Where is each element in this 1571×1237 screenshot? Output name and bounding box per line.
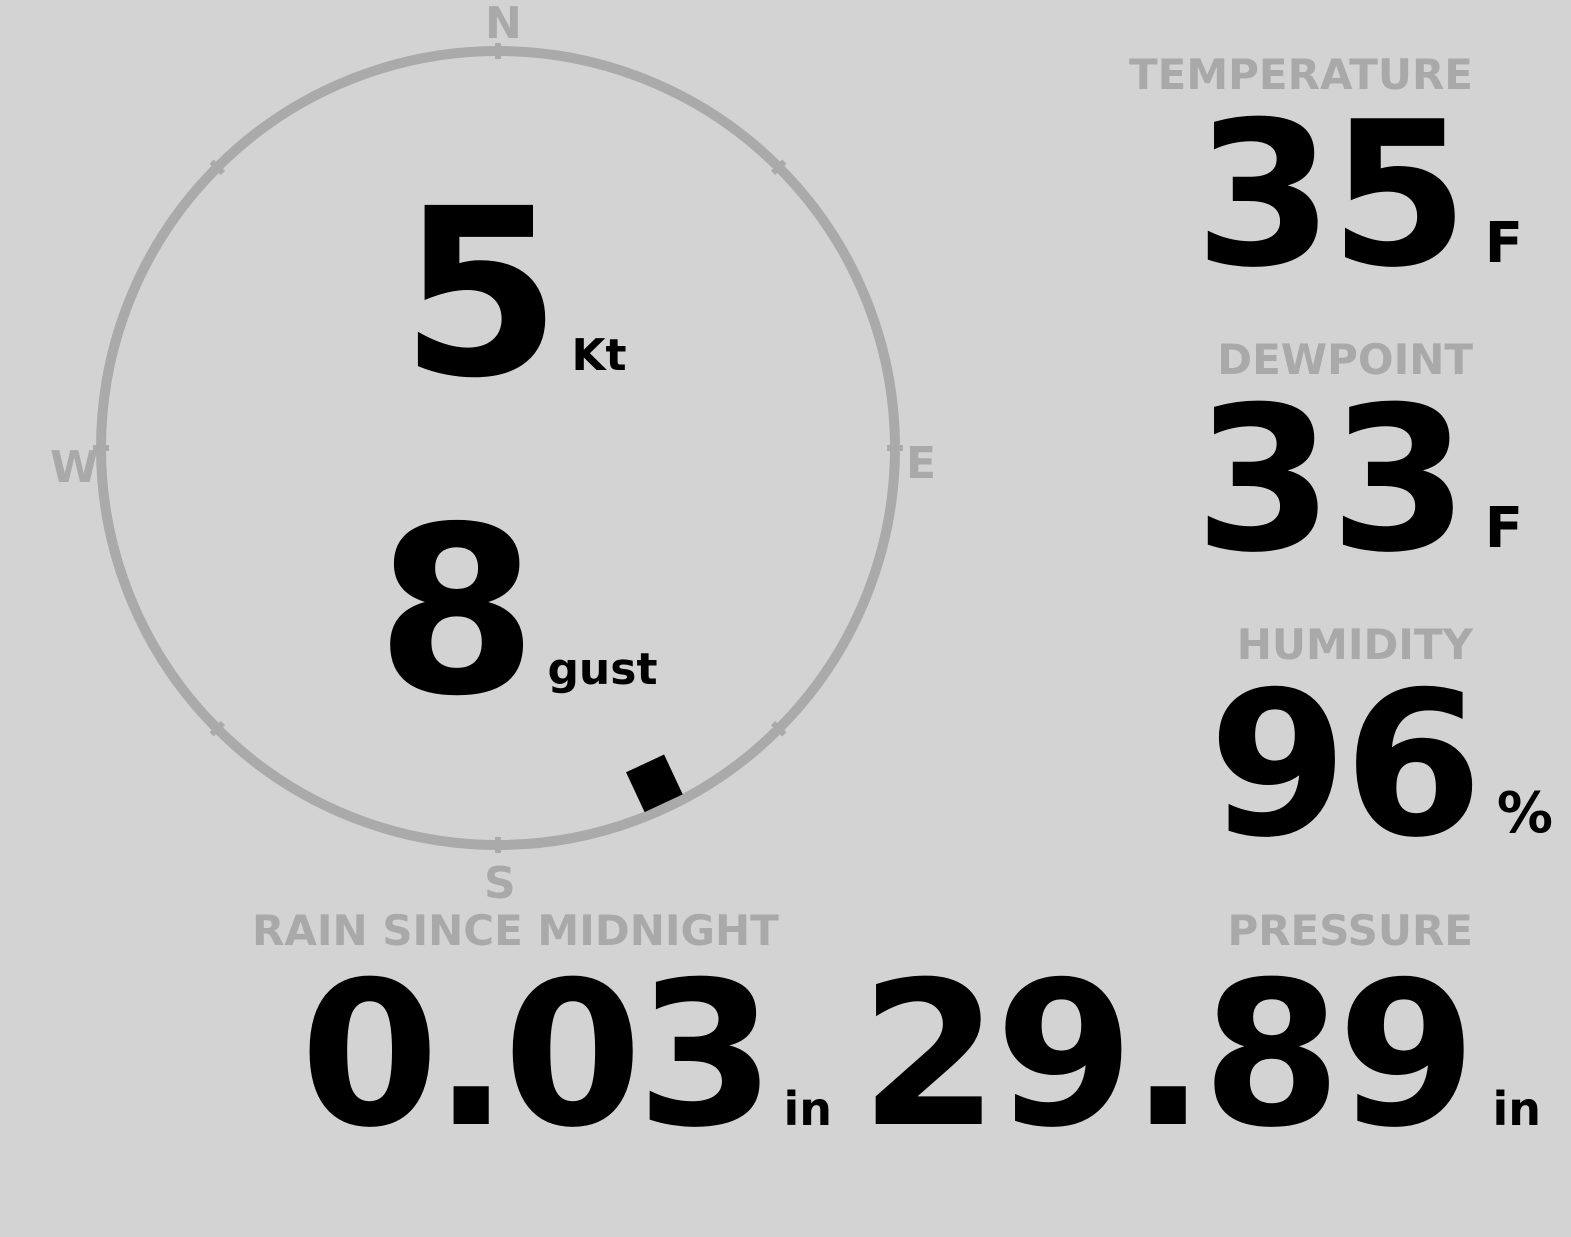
rain-reading: 0.03 in — [300, 956, 832, 1156]
humidity-card: HUMIDITY 96 % — [1209, 624, 1553, 866]
dewpoint-card: DEWPOINT 33 F — [1194, 339, 1523, 581]
pressure-label: PRESSURE — [1227, 906, 1473, 955]
rain-card: RAIN SINCE MIDNIGHT — [252, 910, 779, 952]
dewpoint-value: 33 — [1194, 364, 1468, 597]
wind-speed-value: 5 — [400, 159, 561, 429]
compass-south: S — [484, 858, 516, 909]
compass-north: N — [485, 0, 522, 49]
temperature-label: TEMPERATURE — [1129, 50, 1473, 99]
compass-east: E — [906, 438, 937, 489]
humidity-label: HUMIDITY — [1236, 620, 1473, 669]
temperature-unit: F — [1484, 211, 1523, 276]
compass-tick — [770, 720, 787, 737]
dewpoint-unit: F — [1484, 496, 1523, 561]
wind-speed-unit: Kt — [571, 330, 627, 381]
humidity-value: 96 — [1208, 649, 1483, 882]
compass-tick — [209, 720, 226, 737]
wind-direction-indicator — [626, 754, 683, 813]
rain-unit: in — [783, 1082, 832, 1136]
humidity-unit: % — [1496, 781, 1553, 846]
dewpoint-label: DEWPOINT — [1217, 335, 1473, 384]
pressure-value: 29.89 — [859, 939, 1477, 1172]
temperature-value: 35 — [1194, 79, 1468, 312]
temperature-card: TEMPERATURE 35 F — [1129, 54, 1523, 296]
rain-value: 0.03 — [300, 939, 775, 1172]
wind-gust-value: 8 — [376, 477, 537, 747]
compass-tick — [770, 159, 787, 176]
rain-label: RAIN SINCE MIDNIGHT — [252, 906, 779, 955]
compass-tick — [209, 159, 226, 176]
compass-west: W — [50, 442, 99, 493]
pressure-card: PRESSURE 29.89 in — [860, 910, 1541, 1156]
wind-gust-unit: gust — [547, 644, 658, 695]
wind-gust: 8 gust — [376, 496, 657, 728]
pressure-unit: in — [1492, 1082, 1541, 1136]
wind-speed: 5 Kt — [400, 178, 627, 410]
